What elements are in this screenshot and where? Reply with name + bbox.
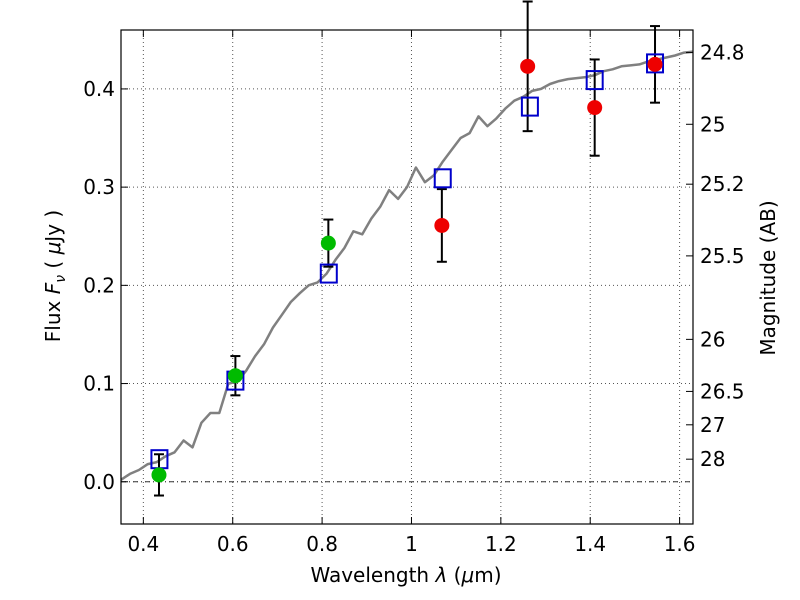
x-tick-label: 0.6 xyxy=(217,532,249,556)
x-axis-label: Wavelength λ (μm) xyxy=(310,563,501,587)
y-axis-label-left: Flux Fν ( μJy ) xyxy=(41,210,69,342)
green-data-point xyxy=(320,235,336,251)
right-tick-label: 25.5 xyxy=(700,244,745,268)
x-tick-label: 1.6 xyxy=(664,532,696,556)
right-tick-label: 25 xyxy=(700,112,725,136)
right-tick-label: 25.2 xyxy=(700,172,745,196)
model-spectrum xyxy=(120,50,694,481)
y-tick-label: 0.3 xyxy=(83,175,115,199)
green-data-point xyxy=(227,368,243,384)
right-tick-label: 27 xyxy=(700,413,725,437)
y-tick-label: 0.0 xyxy=(83,470,115,494)
right-tick-label: 24.8 xyxy=(700,41,745,65)
model-spectrum-line xyxy=(120,50,694,481)
y-tick-label: 0.1 xyxy=(83,372,115,396)
y-tick-label: 0.2 xyxy=(83,273,115,297)
model-photometry-square xyxy=(520,96,539,117)
right-tick-label: 26 xyxy=(700,327,725,351)
x-tick-label: 1 xyxy=(405,532,418,556)
x-tick-label: 0.4 xyxy=(127,532,159,556)
red-data-point xyxy=(520,58,536,74)
axis-ticks xyxy=(121,30,693,524)
x-tick-label: 1.4 xyxy=(574,532,606,556)
right-tick-label: 28 xyxy=(700,447,725,471)
right-tick-label: 26.5 xyxy=(700,379,745,403)
x-tick-label: 1.2 xyxy=(485,532,517,556)
y-axis-label-right: Magnitude (AB) xyxy=(756,200,780,355)
green-data-point xyxy=(151,467,167,483)
plot-frame xyxy=(120,29,694,525)
y-tick-labels: 0.0 0.1 0.2 0.3 0.4 xyxy=(83,77,115,494)
model-photometry-square xyxy=(433,168,452,189)
red-data-point xyxy=(647,56,663,72)
red-data-point xyxy=(587,100,603,116)
observed-points xyxy=(151,56,663,483)
x-tick-labels: 0.4 0.6 0.8 1 1.2 1.4 1.6 xyxy=(127,532,695,556)
x-tick-label: 0.8 xyxy=(306,532,338,556)
model-photometry-squares xyxy=(150,53,665,470)
y-tick-label: 0.4 xyxy=(83,77,115,101)
right-tick-labels: 24.8 25 25.2 25.5 26 26.5 27 28 xyxy=(700,41,745,472)
model-photometry-square xyxy=(319,263,338,284)
model-photometry-square xyxy=(585,70,604,91)
red-data-point xyxy=(434,217,450,233)
model-photometry-square xyxy=(646,53,665,74)
